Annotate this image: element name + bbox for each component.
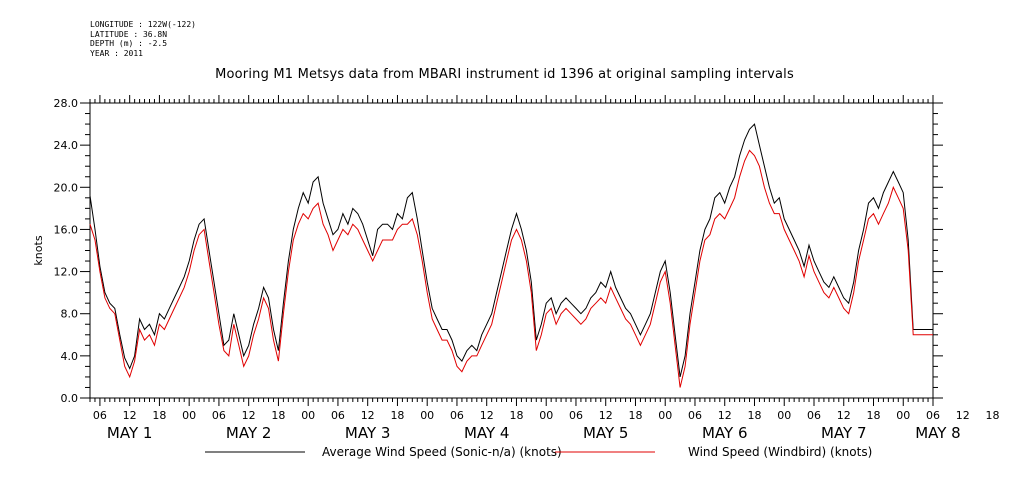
metadata-block: LONGITUDE : 122W(-122) LATITUDE : 36.8N … <box>90 20 196 58</box>
y-tick-label: 4.0 <box>61 350 79 363</box>
x-tick-label: 12 <box>361 409 375 422</box>
x-tick-label: 12 <box>123 409 137 422</box>
x-tick-label: 00 <box>182 409 196 422</box>
latitude-text: LATITUDE : 36.8N <box>90 29 168 39</box>
x-tick-label: 00 <box>658 409 672 422</box>
day-label: MAY 7 <box>821 424 867 442</box>
x-tick-label: 18 <box>509 409 523 422</box>
x-tick-label: 18 <box>628 409 642 422</box>
y-tick-label: 24.0 <box>54 139 79 152</box>
x-tick-label: 06 <box>926 409 940 422</box>
day-label: MAY 6 <box>702 424 748 442</box>
x-tick-label: 06 <box>331 409 345 422</box>
x-tick-label: 00 <box>420 409 434 422</box>
x-tick-label: 12 <box>599 409 613 422</box>
day-label: MAY 8 <box>915 424 961 442</box>
x-tick-label: 18 <box>390 409 404 422</box>
y-tick-label: 8.0 <box>61 308 79 321</box>
x-tick-label: 00 <box>777 409 791 422</box>
series-line-2 <box>89 149 933 388</box>
x-tick-label: 12 <box>956 409 970 422</box>
x-tick-label: 18 <box>866 409 880 422</box>
y-axis-label: knots <box>32 235 45 265</box>
x-tick-label: 12 <box>718 409 732 422</box>
x-tick-label: 00 <box>301 409 315 422</box>
x-tick-label: 18 <box>152 409 166 422</box>
y-tick-label: 12.0 <box>54 266 79 279</box>
y-tick-label: 0.0 <box>61 392 79 405</box>
x-tick-label: 06 <box>212 409 226 422</box>
x-tick-label: 06 <box>807 409 821 422</box>
x-tick-label: 12 <box>837 409 851 422</box>
x-tick-label: 00 <box>896 409 910 422</box>
x-tick-label: 06 <box>93 409 107 422</box>
day-label: MAY 2 <box>226 424 272 442</box>
depth-text: DEPTH (m) : -2.5 <box>90 39 168 48</box>
day-label: MAY 5 <box>583 424 629 442</box>
x-tick-label: 06 <box>450 409 464 422</box>
x-tick-label: 18 <box>271 409 285 422</box>
series-line-1 <box>89 123 933 378</box>
x-tick-label: 18 <box>747 409 761 422</box>
chart-title: Mooring M1 Metsys data from MBARI instru… <box>215 67 794 82</box>
x-tick-label: 06 <box>688 409 702 422</box>
x-tick-label: 12 <box>242 409 256 422</box>
day-label: MAY 1 <box>107 424 153 442</box>
year-text: YEAR : 2011 <box>90 48 143 58</box>
longitude-text: LONGITUDE : 122W(-122) <box>90 20 196 29</box>
x-tick-label: 00 <box>539 409 553 422</box>
day-label: MAY 4 <box>464 424 510 442</box>
plot-frame <box>89 102 934 399</box>
legend-label-1: Average Wind Speed (Sonic-n/a) (knots) <box>322 445 562 459</box>
day-label: MAY 3 <box>345 424 391 442</box>
y-tick-label: 16.0 <box>54 223 79 236</box>
y-tick-label: 28.0 <box>54 97 79 110</box>
x-tick-label: 12 <box>480 409 494 422</box>
legend-label-2: Wind Speed (Windbird) (knots) <box>688 445 872 459</box>
x-tick-label: 18 <box>986 409 1000 422</box>
y-tick-label: 20.0 <box>54 181 79 194</box>
x-tick-label: 06 <box>569 409 583 422</box>
